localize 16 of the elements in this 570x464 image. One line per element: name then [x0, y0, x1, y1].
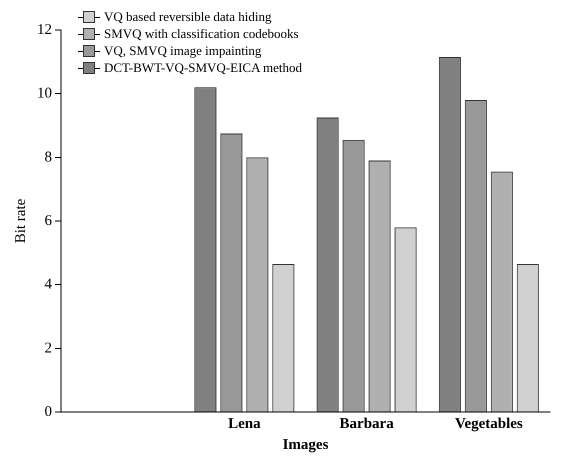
legend-label: VQ, SMVQ image impainting	[104, 42, 262, 59]
x-tick-label: Barbara	[340, 416, 394, 432]
y-tick-label: 2	[44, 340, 52, 356]
legend-label: VQ based reversible data hiding	[104, 8, 272, 25]
y-tick-label: 10	[37, 86, 52, 102]
y-tick-label: 12	[37, 22, 52, 38]
y-tick-label: 0	[44, 404, 52, 420]
x-axis-title: Images	[282, 436, 329, 453]
y-axis-title: Bit rate	[12, 198, 29, 244]
x-tick-label: Vegetables	[454, 416, 523, 432]
y-tick-label: 8	[44, 149, 52, 166]
legend-label: SMVQ with classification codebooks	[104, 25, 299, 42]
legend-label: DCT-BWT-VQ-SMVQ-EICA method	[104, 59, 302, 76]
y-tick-label: 6	[44, 212, 52, 229]
y-tick-label: 4	[44, 276, 52, 293]
x-tick-label: Lena	[228, 416, 262, 432]
